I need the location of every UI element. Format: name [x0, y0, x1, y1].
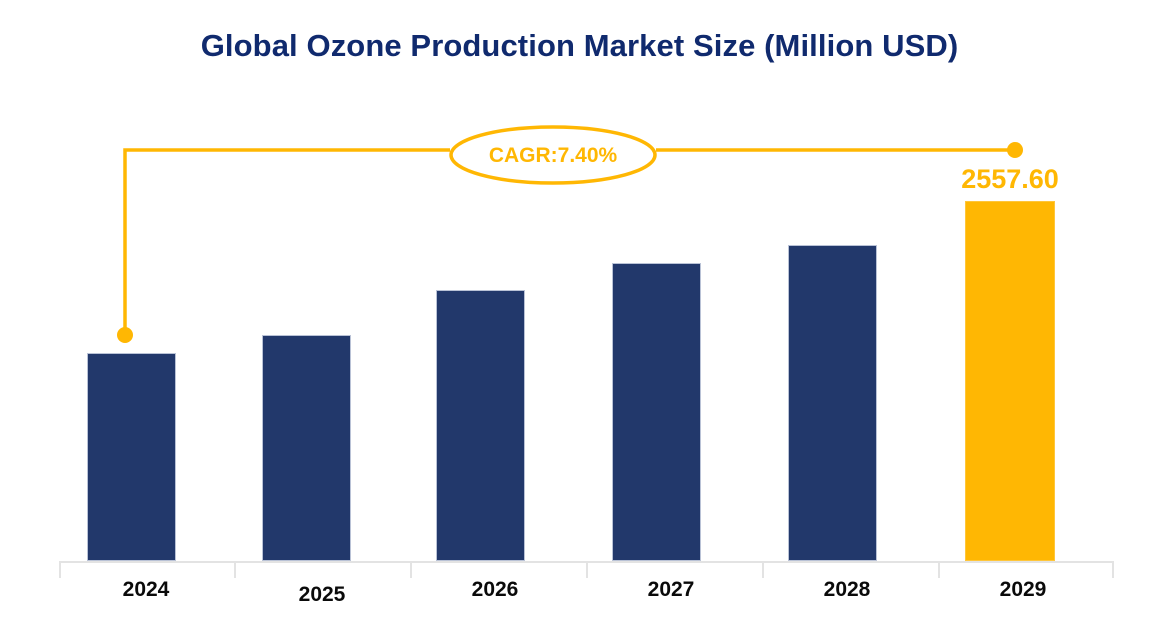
- x-axis-label-2025: 2025: [298, 583, 346, 606]
- bar-2024[interactable]: [87, 353, 176, 561]
- x-axis-label-2029: 2029: [999, 578, 1047, 601]
- x-axis-tick-5: [938, 561, 940, 578]
- x-axis-tick-6: [1112, 561, 1114, 578]
- x-axis-label-2024: 2024: [122, 578, 170, 601]
- bar-2028[interactable]: [788, 245, 877, 561]
- x-axis-label-2028: 2028: [823, 578, 871, 601]
- x-axis-tick-4: [762, 561, 764, 578]
- x-axis-tick-1: [234, 561, 236, 578]
- x-axis-label-2027: 2027: [647, 578, 695, 601]
- x-axis-tick-2: [410, 561, 412, 578]
- chart-title: Global Ozone Production Market Size (Mil…: [200, 28, 959, 63]
- bar-2029[interactable]: [965, 201, 1055, 561]
- x-axis-tick-3: [586, 561, 588, 578]
- bar-2026[interactable]: [436, 290, 525, 561]
- x-axis-label-2026: 2026: [471, 578, 519, 601]
- x-axis-tick-0: [59, 561, 61, 578]
- bar-2027[interactable]: [612, 263, 701, 561]
- value-label-2029: 2557.60: [961, 164, 1059, 194]
- cagr-label: CAGR:7.40%: [488, 144, 618, 167]
- bar-2025[interactable]: [262, 335, 351, 561]
